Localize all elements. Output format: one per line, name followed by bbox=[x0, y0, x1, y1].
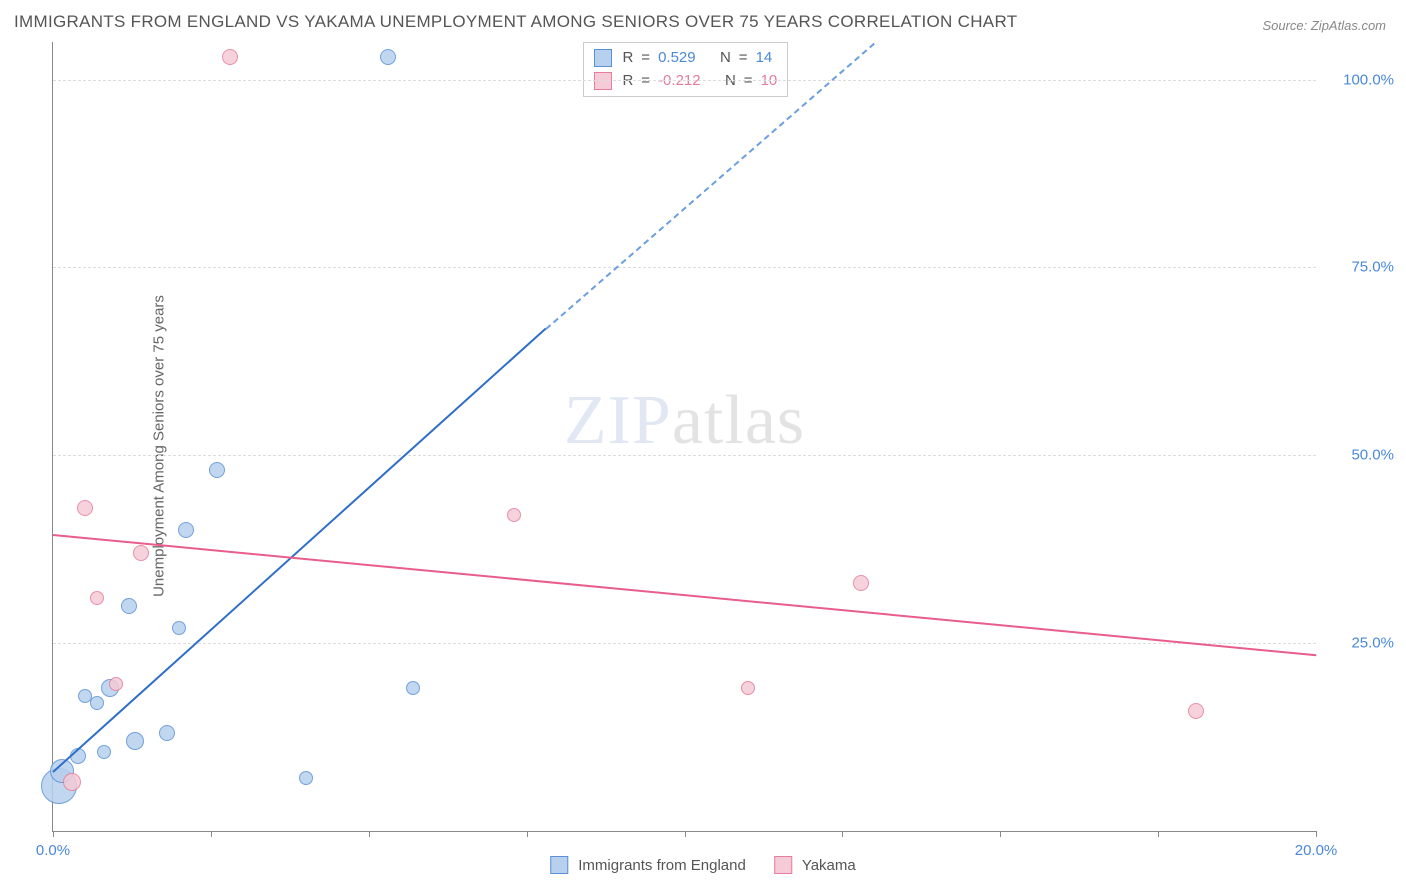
legend-item-1: Immigrants from England bbox=[550, 856, 746, 874]
legend-item-2: Yakama bbox=[774, 856, 856, 874]
watermark: ZIPatlas bbox=[564, 381, 805, 461]
data-point bbox=[133, 545, 149, 561]
gridline bbox=[53, 455, 1316, 456]
legend-swatch-blue-icon bbox=[550, 856, 568, 874]
x-tick bbox=[527, 831, 528, 837]
data-point bbox=[853, 575, 869, 591]
data-point bbox=[90, 696, 104, 710]
stats-legend: R = 0.529 N = 14 R = -0.212 N = 10 bbox=[583, 42, 788, 97]
data-point bbox=[97, 745, 111, 759]
r-value-1: 0.529 bbox=[658, 47, 696, 70]
trend-line bbox=[52, 328, 546, 773]
gridline bbox=[53, 80, 1316, 81]
watermark-atlas: atlas bbox=[672, 382, 805, 459]
x-tick bbox=[1316, 831, 1317, 837]
x-tick bbox=[842, 831, 843, 837]
x-tick bbox=[53, 831, 54, 837]
x-tick bbox=[211, 831, 212, 837]
n-label: N bbox=[720, 47, 731, 70]
bottom-legend: Immigrants from England Yakama bbox=[550, 856, 856, 874]
data-point bbox=[126, 732, 144, 750]
x-tick-label: 20.0% bbox=[1295, 842, 1338, 859]
watermark-zip: ZIP bbox=[564, 382, 672, 459]
legend-label-1: Immigrants from England bbox=[578, 857, 746, 874]
legend-swatch-pink bbox=[594, 72, 612, 90]
y-tick-label: 75.0% bbox=[1351, 259, 1394, 276]
x-tick bbox=[685, 831, 686, 837]
x-tick-label: 0.0% bbox=[36, 842, 70, 859]
x-tick bbox=[369, 831, 370, 837]
data-point bbox=[77, 500, 93, 516]
data-point bbox=[121, 598, 137, 614]
x-tick bbox=[1000, 831, 1001, 837]
y-tick-label: 50.0% bbox=[1351, 447, 1394, 464]
data-point bbox=[90, 591, 104, 605]
data-point bbox=[63, 773, 81, 791]
stats-row-2: R = -0.212 N = 10 bbox=[594, 70, 777, 93]
n-label: N bbox=[725, 70, 736, 93]
plot-area: ZIPatlas R = 0.529 N = 14 R = -0.212 N =… bbox=[52, 42, 1316, 832]
r-label: R bbox=[622, 47, 633, 70]
y-tick-label: 100.0% bbox=[1343, 71, 1394, 88]
legend-label-2: Yakama bbox=[802, 857, 856, 874]
data-point bbox=[159, 725, 175, 741]
data-point bbox=[406, 681, 420, 695]
legend-swatch-pink-icon bbox=[774, 856, 792, 874]
data-point bbox=[209, 462, 225, 478]
chart-title: IMMIGRANTS FROM ENGLAND VS YAKAMA UNEMPL… bbox=[14, 12, 1017, 32]
n-value-1: 14 bbox=[756, 47, 773, 70]
eq-label: = bbox=[641, 47, 650, 70]
eq-label: = bbox=[744, 70, 753, 93]
data-point bbox=[741, 681, 755, 695]
r-label: R bbox=[622, 70, 633, 93]
stats-row-1: R = 0.529 N = 14 bbox=[594, 47, 777, 70]
source-label: Source: ZipAtlas.com bbox=[1262, 18, 1386, 33]
data-point bbox=[380, 49, 396, 65]
eq-label: = bbox=[739, 47, 748, 70]
data-point bbox=[109, 677, 123, 691]
data-point bbox=[222, 49, 238, 65]
eq-label: = bbox=[641, 70, 650, 93]
y-tick-label: 25.0% bbox=[1351, 635, 1394, 652]
x-tick bbox=[1158, 831, 1159, 837]
n-value-2: 10 bbox=[761, 70, 778, 93]
trend-line bbox=[53, 534, 1316, 656]
data-point bbox=[172, 621, 186, 635]
data-point bbox=[299, 771, 313, 785]
legend-swatch-blue bbox=[594, 49, 612, 67]
r-value-2: -0.212 bbox=[658, 70, 701, 93]
data-point bbox=[1188, 703, 1204, 719]
gridline bbox=[53, 267, 1316, 268]
data-point bbox=[507, 508, 521, 522]
gridline bbox=[53, 643, 1316, 644]
data-point bbox=[178, 522, 194, 538]
